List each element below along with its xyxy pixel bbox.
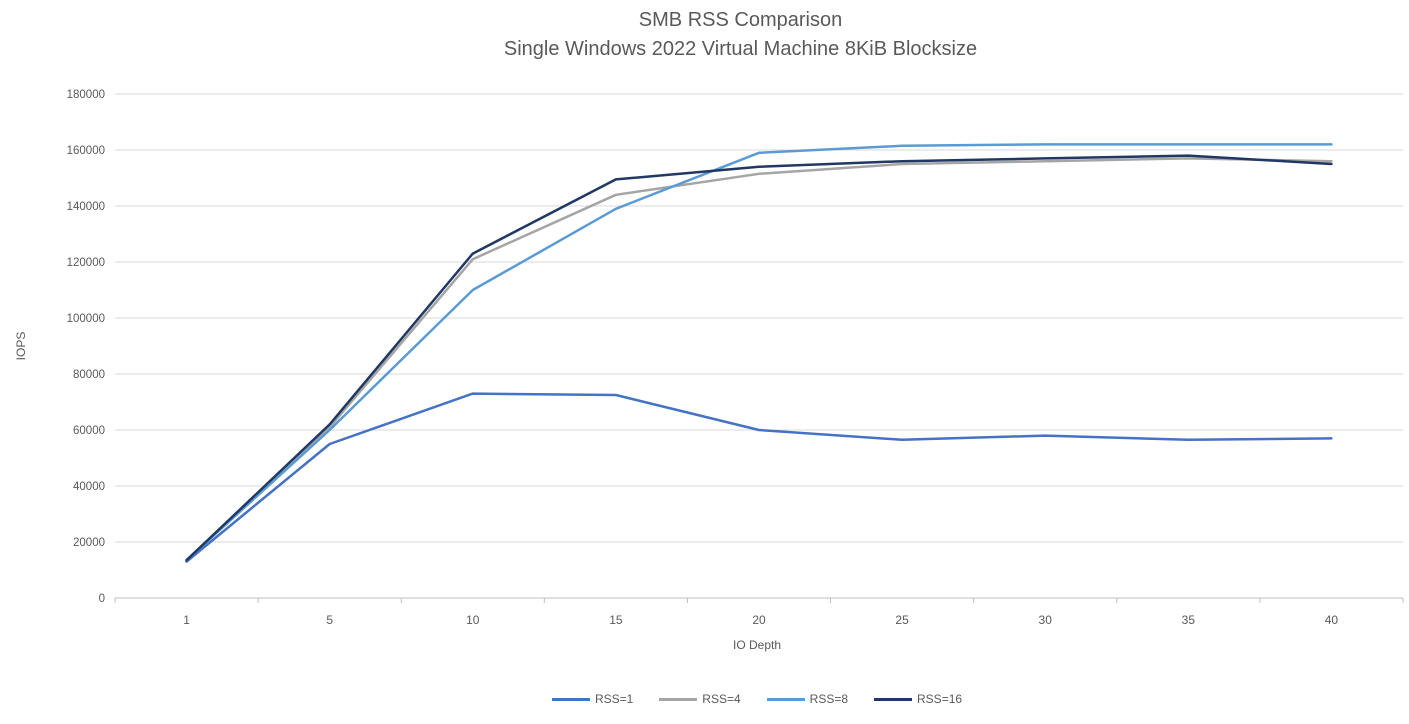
x-tick-label: 5 xyxy=(326,613,333,627)
y-axis-title: IOPS xyxy=(14,331,28,361)
y-tick-label: 80000 xyxy=(73,369,105,381)
legend-line-sample xyxy=(874,697,913,701)
legend-label: RSS=8 xyxy=(809,692,849,706)
legend-label: RSS=4 xyxy=(702,692,741,706)
legend: RSS=1 RSS=4 RSS=8 RSS=16 xyxy=(105,692,1409,706)
x-tick-label: 40 xyxy=(1325,613,1339,627)
legend-item-RSS=1: RSS=1 xyxy=(551,692,634,706)
legend-item-RSS=4: RSS=4 xyxy=(659,692,741,706)
x-tick-label: 35 xyxy=(1182,613,1196,627)
x-tick-label: 20 xyxy=(752,613,766,627)
legend-item-RSS=8: RSS=8 xyxy=(766,692,849,706)
x-axis-title: IO Depth xyxy=(732,638,782,652)
y-tick-label: 180000 xyxy=(67,89,105,101)
legend-label: RSS=16 xyxy=(917,692,963,706)
x-tick-label: 10 xyxy=(466,613,480,627)
chart-title-block: SMB RSS Comparison Single Windows 2022 V… xyxy=(72,6,1409,64)
legend-item-RSS=16: RSS=16 xyxy=(874,692,962,706)
x-tick-label: 30 xyxy=(1039,613,1053,627)
legend-label: RSS=1 xyxy=(594,692,634,706)
y-tick-label: 0 xyxy=(99,593,105,605)
series-line-RSS=8 xyxy=(185,143,1333,562)
legend-line-sample xyxy=(766,697,805,701)
x-tick-label: 25 xyxy=(895,613,909,627)
legend-line-sample xyxy=(551,697,590,701)
legend-line-sample xyxy=(659,697,698,701)
x-tick-label: 1 xyxy=(183,613,190,627)
y-tick-label: 60000 xyxy=(73,425,105,437)
x-tick-label: 15 xyxy=(609,613,623,627)
y-tick-label: 100000 xyxy=(67,313,105,325)
chart-title: SMB RSS Comparison xyxy=(638,9,843,31)
y-tick-label: 140000 xyxy=(67,201,105,213)
y-tick-label: 20000 xyxy=(73,537,105,549)
y-tick-label: 40000 xyxy=(73,481,105,493)
series-line-RSS=1 xyxy=(185,392,1333,563)
series-line-RSS=4 xyxy=(185,157,1333,562)
chart-subtitle: Single Windows 2022 Virtual Machine 8KiB… xyxy=(503,38,978,60)
y-tick-label: 120000 xyxy=(67,257,105,269)
y-tick-label: 160000 xyxy=(67,145,105,157)
series-line-RSS=16 xyxy=(185,154,1333,562)
